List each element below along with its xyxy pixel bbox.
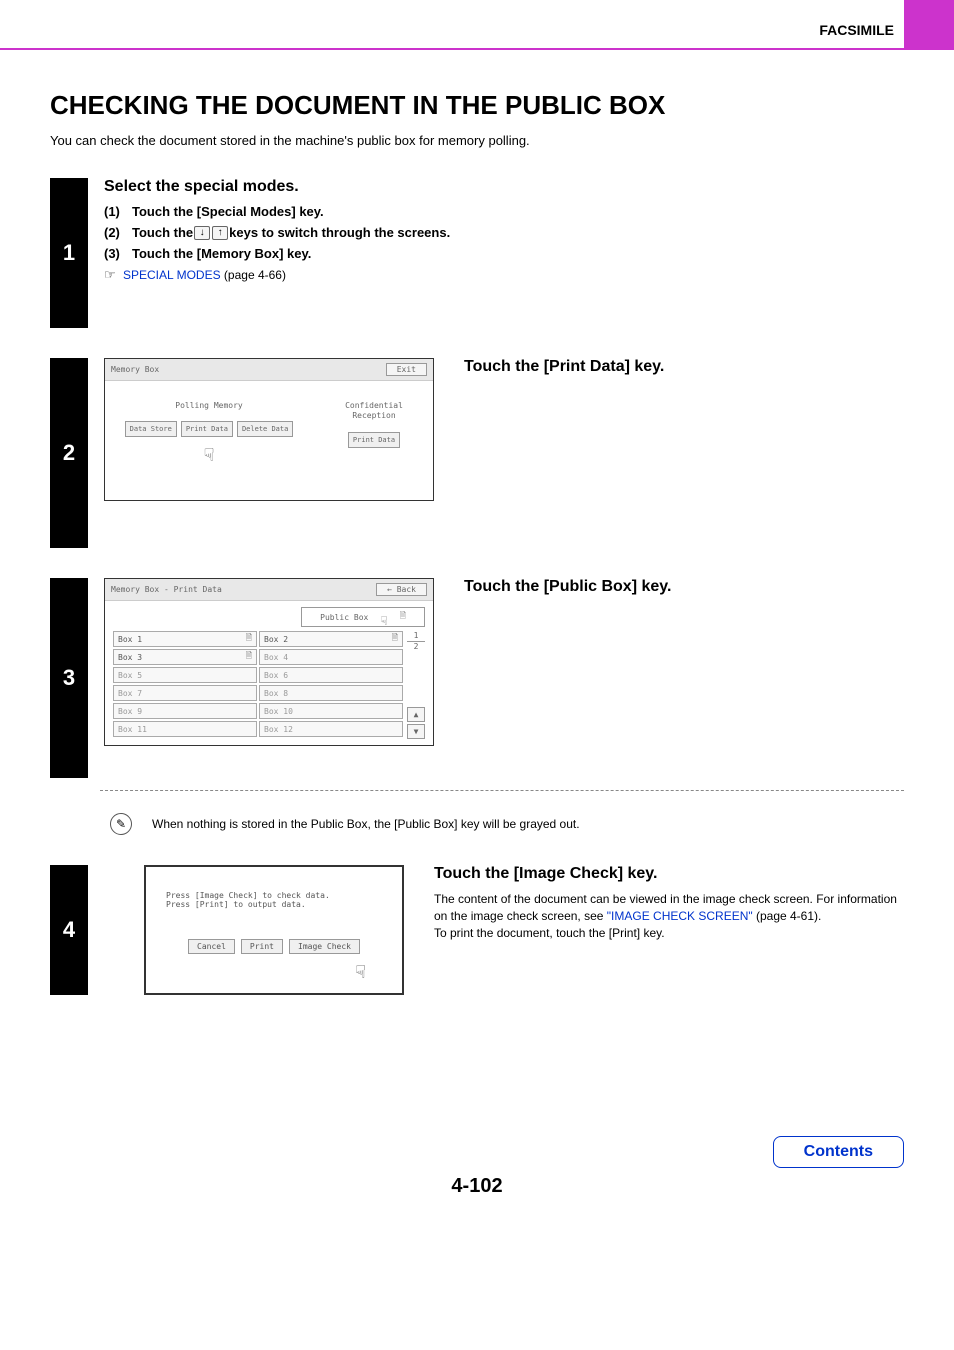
touch-hand-icon: ☟ (380, 614, 387, 628)
image-check-button[interactable]: Image Check (289, 939, 360, 954)
intro-text: You can check the document stored in the… (50, 133, 904, 148)
polling-memory-label: Polling Memory (119, 401, 299, 411)
step-1-xref: ☞ SPECIAL MODES (page 4-66) (104, 267, 904, 283)
print-data-button[interactable]: Print Data (181, 421, 233, 437)
header-bar: FACSIMILE (0, 0, 954, 50)
box-item[interactable]: Box 12 (259, 721, 403, 737)
box-item[interactable]: Box 8 (259, 685, 403, 701)
step-1-sub-2: (2) Touch the ↓ ↑ keys to switch through… (104, 225, 904, 240)
up-arrow-key-icon: ↑ (212, 226, 228, 240)
xref-link[interactable]: SPECIAL MODES (123, 268, 221, 282)
step-1-sub-3: (3) Touch the [Memory Box] key. (104, 246, 904, 261)
image-check-screen-link[interactable]: "IMAGE CHECK SCREEN" (607, 909, 753, 923)
step-2-screen: Memory Box Exit Polling Memory Data Stor… (104, 358, 434, 501)
page-content: CHECKING THE DOCUMENT IN THE PUBLIC BOX … (0, 50, 954, 1198)
note-icon: ✎ (110, 813, 132, 835)
step-1-number: 1 (50, 178, 88, 328)
dialog-line-2: Press [Print] to output data. (166, 900, 382, 909)
public-box-button[interactable]: Public Box ☟ 🗎 (301, 607, 425, 627)
box-item[interactable]: Box 4 (259, 649, 403, 665)
step-2-number: 2 (50, 358, 88, 548)
step-1-sub-1: (1) Touch the [Special Modes] key. (104, 204, 904, 219)
step-4-instruction: Touch the [Image Check] key. (434, 865, 904, 883)
data-store-button[interactable]: Data Store (125, 421, 177, 437)
confidential-label: Confidential Reception (329, 401, 419, 422)
exit-button[interactable]: Exit (386, 363, 427, 376)
box-item[interactable]: Box 9 (113, 703, 257, 719)
header-color-block (904, 0, 954, 50)
page-indicator-bot: 2 (407, 642, 425, 652)
delete-data-button[interactable]: Delete Data (237, 421, 293, 437)
print-data-button-2[interactable]: Print Data (348, 432, 400, 448)
section-label: FACSIMILE (819, 22, 894, 38)
down-arrow-key-icon: ↓ (194, 226, 210, 240)
box-item[interactable]: Box 3🗎 (113, 649, 257, 665)
box-item[interactable]: Box 6 (259, 667, 403, 683)
step-1-title: Select the special modes. (104, 178, 904, 196)
box-item[interactable]: Box 7 (113, 685, 257, 701)
dialog-line-1: Press [Image Check] to check data. (166, 891, 382, 900)
back-button[interactable]: ← Back (376, 583, 427, 596)
step-4-description: The content of the document can be viewe… (434, 891, 904, 941)
page-title: CHECKING THE DOCUMENT IN THE PUBLIC BOX (50, 90, 904, 121)
page-number: 4-102 (50, 1175, 904, 1198)
step-3-screen: Memory Box - Print Data ← Back Public Bo… (104, 578, 434, 746)
scroll-up-button[interactable]: ▲ (407, 707, 425, 722)
step-2-instruction: Touch the [Print Data] key. (464, 358, 664, 376)
step-3-number: 3 (50, 578, 88, 778)
step-2: 2 Memory Box Exit Polling Memory Data St… (50, 358, 904, 548)
box-item[interactable]: Box 2🗎 (259, 631, 403, 647)
doc-icon: 🗎 (400, 610, 406, 624)
step-4-number: 4 (50, 865, 88, 995)
step-3: 3 Memory Box - Print Data ← Back Public … (50, 578, 904, 778)
pointer-icon: ☞ (104, 267, 116, 282)
box-item[interactable]: Box 11 (113, 721, 257, 737)
step-3-instruction: Touch the [Public Box] key. (464, 578, 671, 596)
touch-hand-icon: ☟ (355, 962, 366, 983)
scroll-down-button[interactable]: ▼ (407, 724, 425, 739)
box-item[interactable]: Box 1🗎 (113, 631, 257, 647)
screen-title: Memory Box - Print Data (111, 585, 222, 594)
cancel-button[interactable]: Cancel (188, 939, 235, 954)
page-indicator-top: 1 (407, 631, 425, 641)
box-item[interactable]: Box 10 (259, 703, 403, 719)
separator (100, 790, 904, 791)
touch-hand-icon: ☟ (204, 445, 215, 466)
step-4: 4 Press [Image Check] to check data. Pre… (50, 865, 904, 995)
step-3-note: ✎ When nothing is stored in the Public B… (50, 803, 904, 835)
step-4-screen: Press [Image Check] to check data. Press… (144, 865, 404, 995)
box-item[interactable]: Box 5 (113, 667, 257, 683)
print-button[interactable]: Print (241, 939, 283, 954)
screen-title: Memory Box (111, 365, 159, 374)
step-1: 1 Select the special modes. (1) Touch th… (50, 178, 904, 328)
contents-button[interactable]: Contents (773, 1136, 904, 1168)
